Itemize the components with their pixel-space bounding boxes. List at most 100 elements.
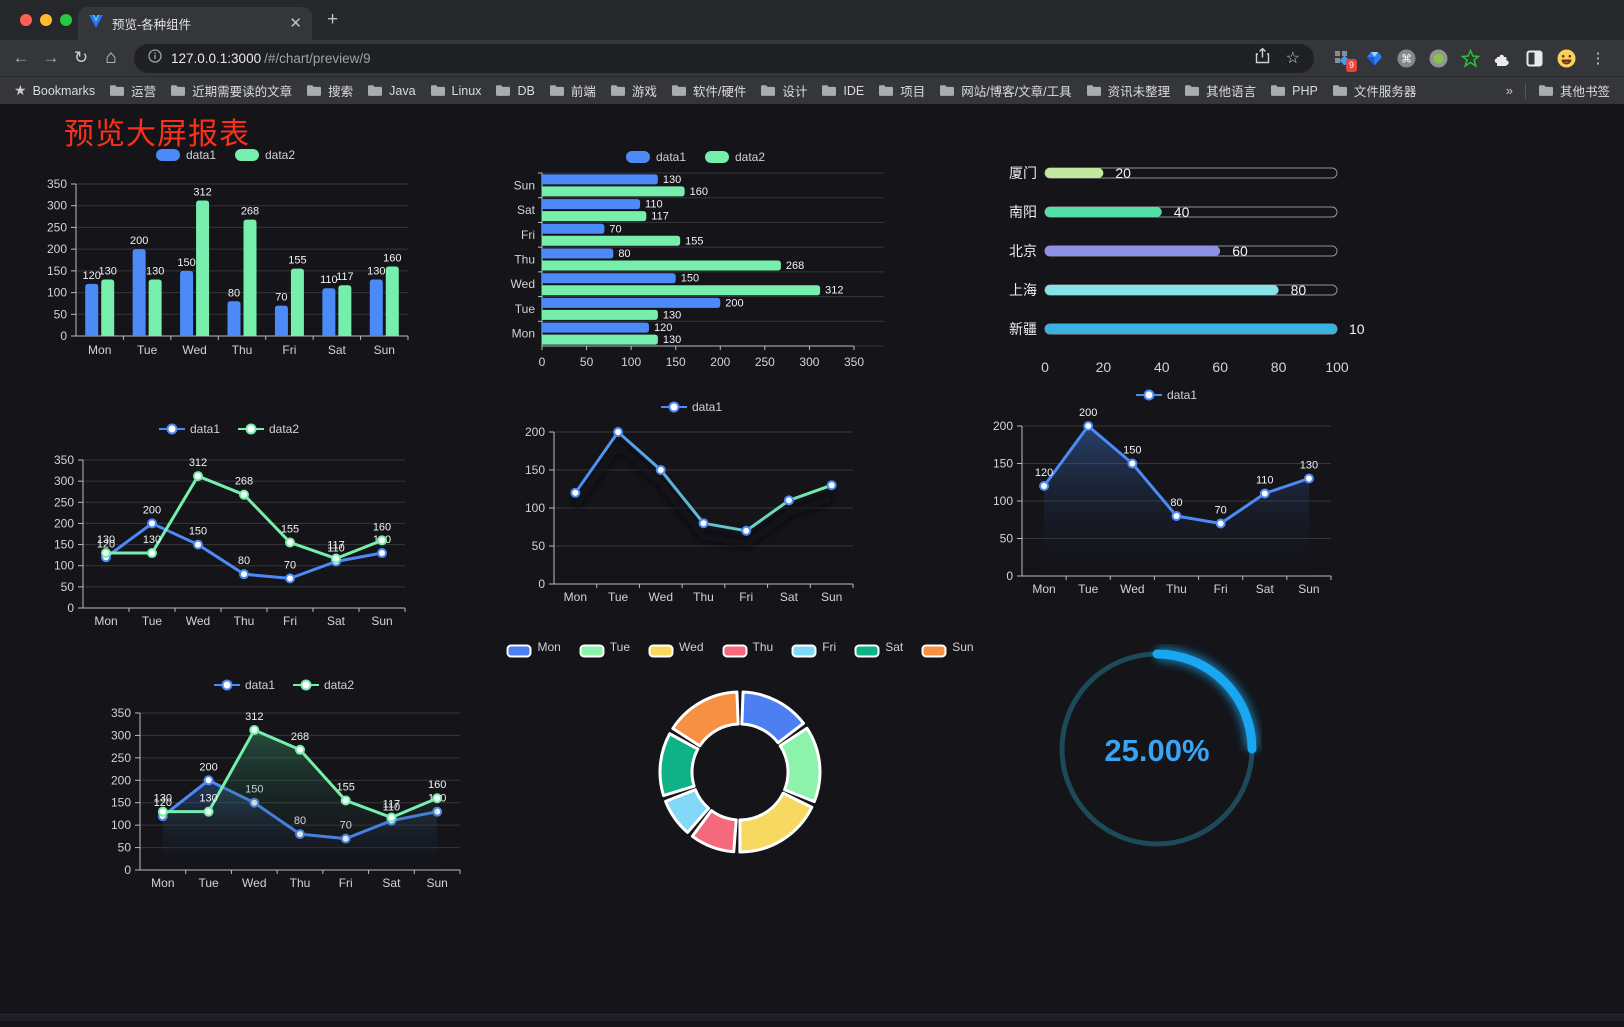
bookmark-folder[interactable]: 网站/博客/文章/工具: [939, 81, 1072, 100]
svg-text:Thu: Thu: [290, 876, 311, 890]
legend-item[interactable]: data1: [155, 148, 216, 162]
legend-item[interactable]: data1: [213, 678, 275, 692]
tab-manager-extension-icon[interactable]: 9: [1332, 48, 1357, 72]
bookmark-folder[interactable]: 其他语言: [1184, 81, 1256, 100]
svg-text:50: 50: [580, 355, 594, 369]
bookmark-folder[interactable]: 近期需要读的文章: [170, 81, 292, 100]
legend-item[interactable]: data2: [704, 150, 765, 164]
svg-text:Tue: Tue: [608, 590, 629, 604]
other-bookmarks-label: 其他书签: [1559, 85, 1610, 99]
svg-text:0: 0: [60, 329, 67, 343]
command-extension-icon[interactable]: ⌘: [1396, 48, 1416, 68]
bookmark-folder[interactable]: 运营: [109, 81, 156, 100]
emoji-extension-icon[interactable]: [1556, 48, 1576, 68]
svg-text:312: 312: [189, 457, 207, 469]
legend-label: data1: [185, 148, 216, 162]
browser-tab[interactable]: 预览-各种组件 ✕: [78, 7, 312, 40]
legend-item[interactable]: Fri: [791, 636, 836, 658]
svg-text:268: 268: [291, 731, 309, 743]
green-star-extension-icon[interactable]: [1460, 48, 1480, 68]
home-icon[interactable]: ⌂: [105, 47, 117, 68]
minimize-window-button[interactable]: [40, 14, 52, 26]
svg-text:110: 110: [383, 802, 401, 814]
bookmark-folder[interactable]: IDE: [821, 84, 864, 98]
recorder-extension-icon[interactable]: [1428, 48, 1448, 68]
svg-text:268: 268: [235, 476, 253, 488]
bookmark-folder-label: Linux: [451, 83, 482, 98]
legend-label: data1: [655, 150, 686, 164]
legend-item[interactable]: Sat: [854, 636, 903, 658]
legend-item[interactable]: Thu: [722, 636, 773, 658]
svg-text:110: 110: [320, 274, 338, 286]
svg-text:130: 130: [199, 793, 217, 805]
chart-legend: data1 data2: [155, 146, 295, 164]
bookmark-folder[interactable]: PHP: [1270, 84, 1318, 98]
back-icon[interactable]: ←: [12, 48, 30, 67]
dark-reader-extension-icon[interactable]: [1524, 48, 1544, 68]
bookmark-folder[interactable]: 游戏: [610, 81, 657, 100]
legend-item[interactable]: data1: [625, 150, 686, 164]
reload-icon[interactable]: ↻: [73, 48, 89, 67]
legend-item[interactable]: data1: [660, 400, 722, 414]
svg-text:80: 80: [1291, 282, 1307, 298]
svg-text:130: 130: [663, 174, 681, 186]
horizontal-bar-chart: data1 data2 0 50 100 150 200 250 300 350 Mon Tue Wed…: [498, 148, 892, 372]
other-bookmarks-folder[interactable]: 其他书签: [1538, 81, 1610, 100]
url-path: /#/chart/preview/9: [264, 50, 371, 66]
bookmark-folder[interactable]: 前端: [549, 81, 596, 100]
fullscreen-window-button[interactable]: [60, 14, 72, 26]
bookmark-folder[interactable]: DB: [495, 84, 535, 98]
bookmarks-overflow-chevron[interactable]: »: [1505, 83, 1513, 98]
svg-text:268: 268: [241, 206, 259, 218]
legend-item[interactable]: data2: [234, 148, 295, 162]
legend-item[interactable]: data2: [238, 422, 299, 436]
bookmark-folder-label: 游戏: [631, 85, 657, 99]
gem-extension-icon[interactable]: [1364, 48, 1384, 68]
bookmark-folder[interactable]: Java: [367, 84, 416, 98]
svg-text:70: 70: [275, 292, 287, 304]
svg-text:200: 200: [710, 355, 730, 369]
bookmark-folder[interactable]: 搜索: [306, 81, 353, 100]
svg-text:70: 70: [609, 223, 621, 235]
svg-text:Fri: Fri: [283, 614, 297, 628]
svg-text:Sat: Sat: [780, 590, 799, 604]
svg-text:200: 200: [111, 773, 131, 787]
forward-icon[interactable]: →: [42, 48, 60, 67]
tab-close-icon[interactable]: ✕: [289, 15, 302, 32]
bookmark-folder[interactable]: 文件服务器: [1332, 81, 1416, 100]
legend-item[interactable]: Sun: [921, 636, 974, 658]
extensions-puzzle-icon[interactable]: [1492, 48, 1512, 68]
legend-item[interactable]: data1: [158, 422, 220, 436]
svg-text:150: 150: [177, 257, 195, 269]
svg-text:Sun: Sun: [371, 614, 392, 628]
bookmark-star-icon[interactable]: ☆: [1285, 50, 1300, 67]
svg-text:Thu: Thu: [234, 614, 255, 628]
address-bar[interactable]: 127.0.0.1:3000 /#/chart/preview/9 ☆: [134, 43, 1314, 73]
bookmark-folder[interactable]: 资讯未整理: [1086, 81, 1170, 100]
legend-item[interactable]: data2: [293, 678, 354, 692]
legend-item[interactable]: Tue: [579, 636, 630, 658]
chart-legend: data1: [660, 398, 722, 416]
bookmark-folder[interactable]: 设计: [760, 81, 807, 100]
bookmark-folder[interactable]: 软件/硬件: [671, 81, 746, 100]
bookmark-folder[interactable]: Linux: [430, 83, 482, 98]
share-icon[interactable]: [1255, 47, 1270, 69]
folder-icon: [940, 85, 955, 96]
site-info-icon[interactable]: [148, 48, 162, 68]
legend-item[interactable]: Mon: [506, 636, 561, 658]
bookmark-folder[interactable]: 项目: [878, 81, 925, 100]
bookmark-folder-label: 近期需要读的文章: [192, 85, 293, 99]
browser-menu-icon[interactable]: ⋮: [1590, 50, 1606, 67]
folder-icon: [1332, 85, 1347, 96]
folder-icon: [1538, 85, 1553, 96]
close-window-button[interactable]: [20, 14, 32, 26]
svg-text:0: 0: [67, 601, 74, 615]
legend-item[interactable]: Wed: [648, 636, 704, 658]
bookmarks-root[interactable]: ★ Bookmarks: [14, 82, 95, 99]
svg-text:100: 100: [621, 355, 641, 369]
svg-text:100: 100: [54, 559, 74, 573]
new-tab-button[interactable]: +: [327, 9, 339, 30]
svg-text:117: 117: [651, 211, 669, 223]
svg-text:100: 100: [111, 818, 131, 832]
legend-item[interactable]: data1: [1135, 388, 1197, 402]
